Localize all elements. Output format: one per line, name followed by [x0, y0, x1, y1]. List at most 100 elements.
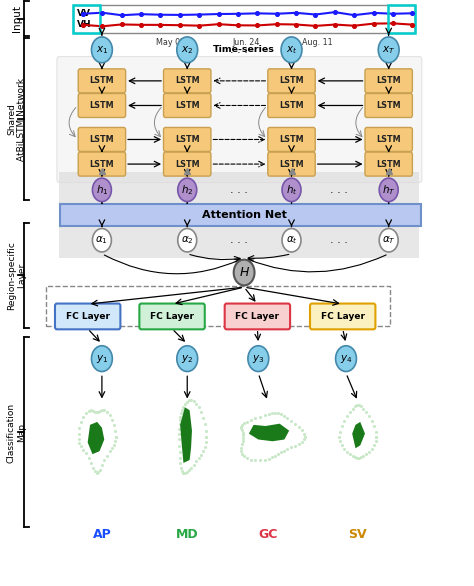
FancyBboxPatch shape: [73, 5, 415, 33]
Point: [340, 417, 348, 426]
Point: [181, 468, 189, 478]
Point: [79, 9, 87, 18]
Point: [202, 432, 210, 441]
Point: [298, 425, 306, 435]
Point: [90, 463, 97, 472]
Point: [291, 419, 299, 428]
Point: [373, 432, 380, 441]
Point: [243, 454, 251, 463]
Circle shape: [234, 260, 255, 285]
Point: [157, 10, 164, 19]
Text: . . .: . . .: [230, 185, 248, 195]
Point: [198, 450, 205, 459]
Point: [292, 20, 300, 29]
Point: [280, 411, 287, 420]
FancyBboxPatch shape: [310, 304, 375, 329]
Text: LSTM: LSTM: [175, 159, 200, 169]
Point: [243, 417, 251, 427]
Point: [338, 422, 346, 431]
Circle shape: [177, 37, 198, 63]
Point: [193, 399, 201, 408]
Point: [331, 20, 338, 29]
Point: [103, 451, 111, 461]
Point: [175, 435, 183, 444]
Point: [76, 438, 83, 448]
Text: $y_1$: $y_1$: [96, 353, 108, 364]
FancyBboxPatch shape: [225, 304, 290, 329]
Point: [175, 429, 183, 438]
Text: $y_4$: $y_4$: [340, 353, 352, 364]
Point: [99, 461, 106, 470]
FancyBboxPatch shape: [78, 69, 126, 93]
Point: [118, 11, 126, 20]
Point: [238, 420, 246, 430]
Point: [100, 456, 108, 465]
Point: [268, 452, 276, 462]
Point: [287, 442, 294, 452]
Text: SV: SV: [348, 528, 367, 541]
Point: [106, 447, 113, 456]
Point: [240, 418, 247, 428]
Point: [110, 421, 118, 430]
FancyBboxPatch shape: [164, 152, 211, 176]
Point: [368, 444, 375, 454]
Point: [99, 8, 106, 18]
Text: $x_2$: $x_2$: [181, 44, 193, 56]
Point: [336, 427, 344, 436]
Text: LSTM: LSTM: [90, 159, 114, 169]
Text: Aug. 11: Aug. 11: [302, 38, 333, 47]
Circle shape: [248, 346, 269, 372]
Text: $α_1$: $α_1$: [95, 234, 109, 246]
Point: [265, 410, 273, 419]
Point: [106, 410, 113, 420]
Text: LSTM: LSTM: [376, 135, 401, 144]
Point: [409, 9, 416, 18]
Text: FC Layer: FC Layer: [321, 312, 365, 321]
Point: [312, 21, 319, 30]
Point: [109, 443, 116, 452]
Point: [239, 437, 246, 446]
Point: [247, 415, 255, 425]
Point: [87, 458, 95, 468]
Point: [350, 11, 358, 20]
Point: [343, 447, 351, 456]
Point: [373, 432, 380, 441]
Point: [75, 430, 82, 439]
Point: [359, 404, 367, 414]
Text: LSTM: LSTM: [376, 76, 401, 86]
Point: [190, 396, 198, 406]
Text: $H$: $H$: [238, 266, 250, 279]
Point: [118, 20, 126, 29]
Point: [215, 9, 222, 19]
Point: [200, 446, 207, 455]
Point: [215, 19, 222, 29]
Point: [336, 432, 343, 441]
Point: [175, 424, 183, 434]
Point: [96, 407, 104, 416]
Point: [301, 432, 309, 441]
Point: [277, 410, 284, 419]
Point: [238, 425, 246, 435]
Text: Time-series: Time-series: [213, 45, 275, 53]
Text: AP: AP: [92, 528, 111, 541]
Point: [176, 412, 184, 421]
FancyBboxPatch shape: [60, 203, 421, 226]
Text: Jun. 24: Jun. 24: [233, 38, 260, 47]
Point: [176, 415, 183, 425]
Text: Attention Net: Attention Net: [201, 210, 287, 220]
Point: [238, 440, 246, 449]
Point: [389, 19, 397, 28]
Point: [177, 463, 185, 472]
Point: [99, 406, 106, 415]
Circle shape: [92, 229, 111, 252]
Text: LSTM: LSTM: [279, 101, 304, 110]
Circle shape: [178, 178, 197, 202]
Point: [261, 455, 268, 464]
Point: [357, 401, 365, 411]
Point: [295, 439, 302, 448]
Point: [176, 447, 183, 456]
Point: [79, 20, 87, 29]
Text: $α_t$: $α_t$: [285, 234, 298, 246]
Point: [240, 452, 247, 461]
FancyBboxPatch shape: [55, 304, 120, 329]
